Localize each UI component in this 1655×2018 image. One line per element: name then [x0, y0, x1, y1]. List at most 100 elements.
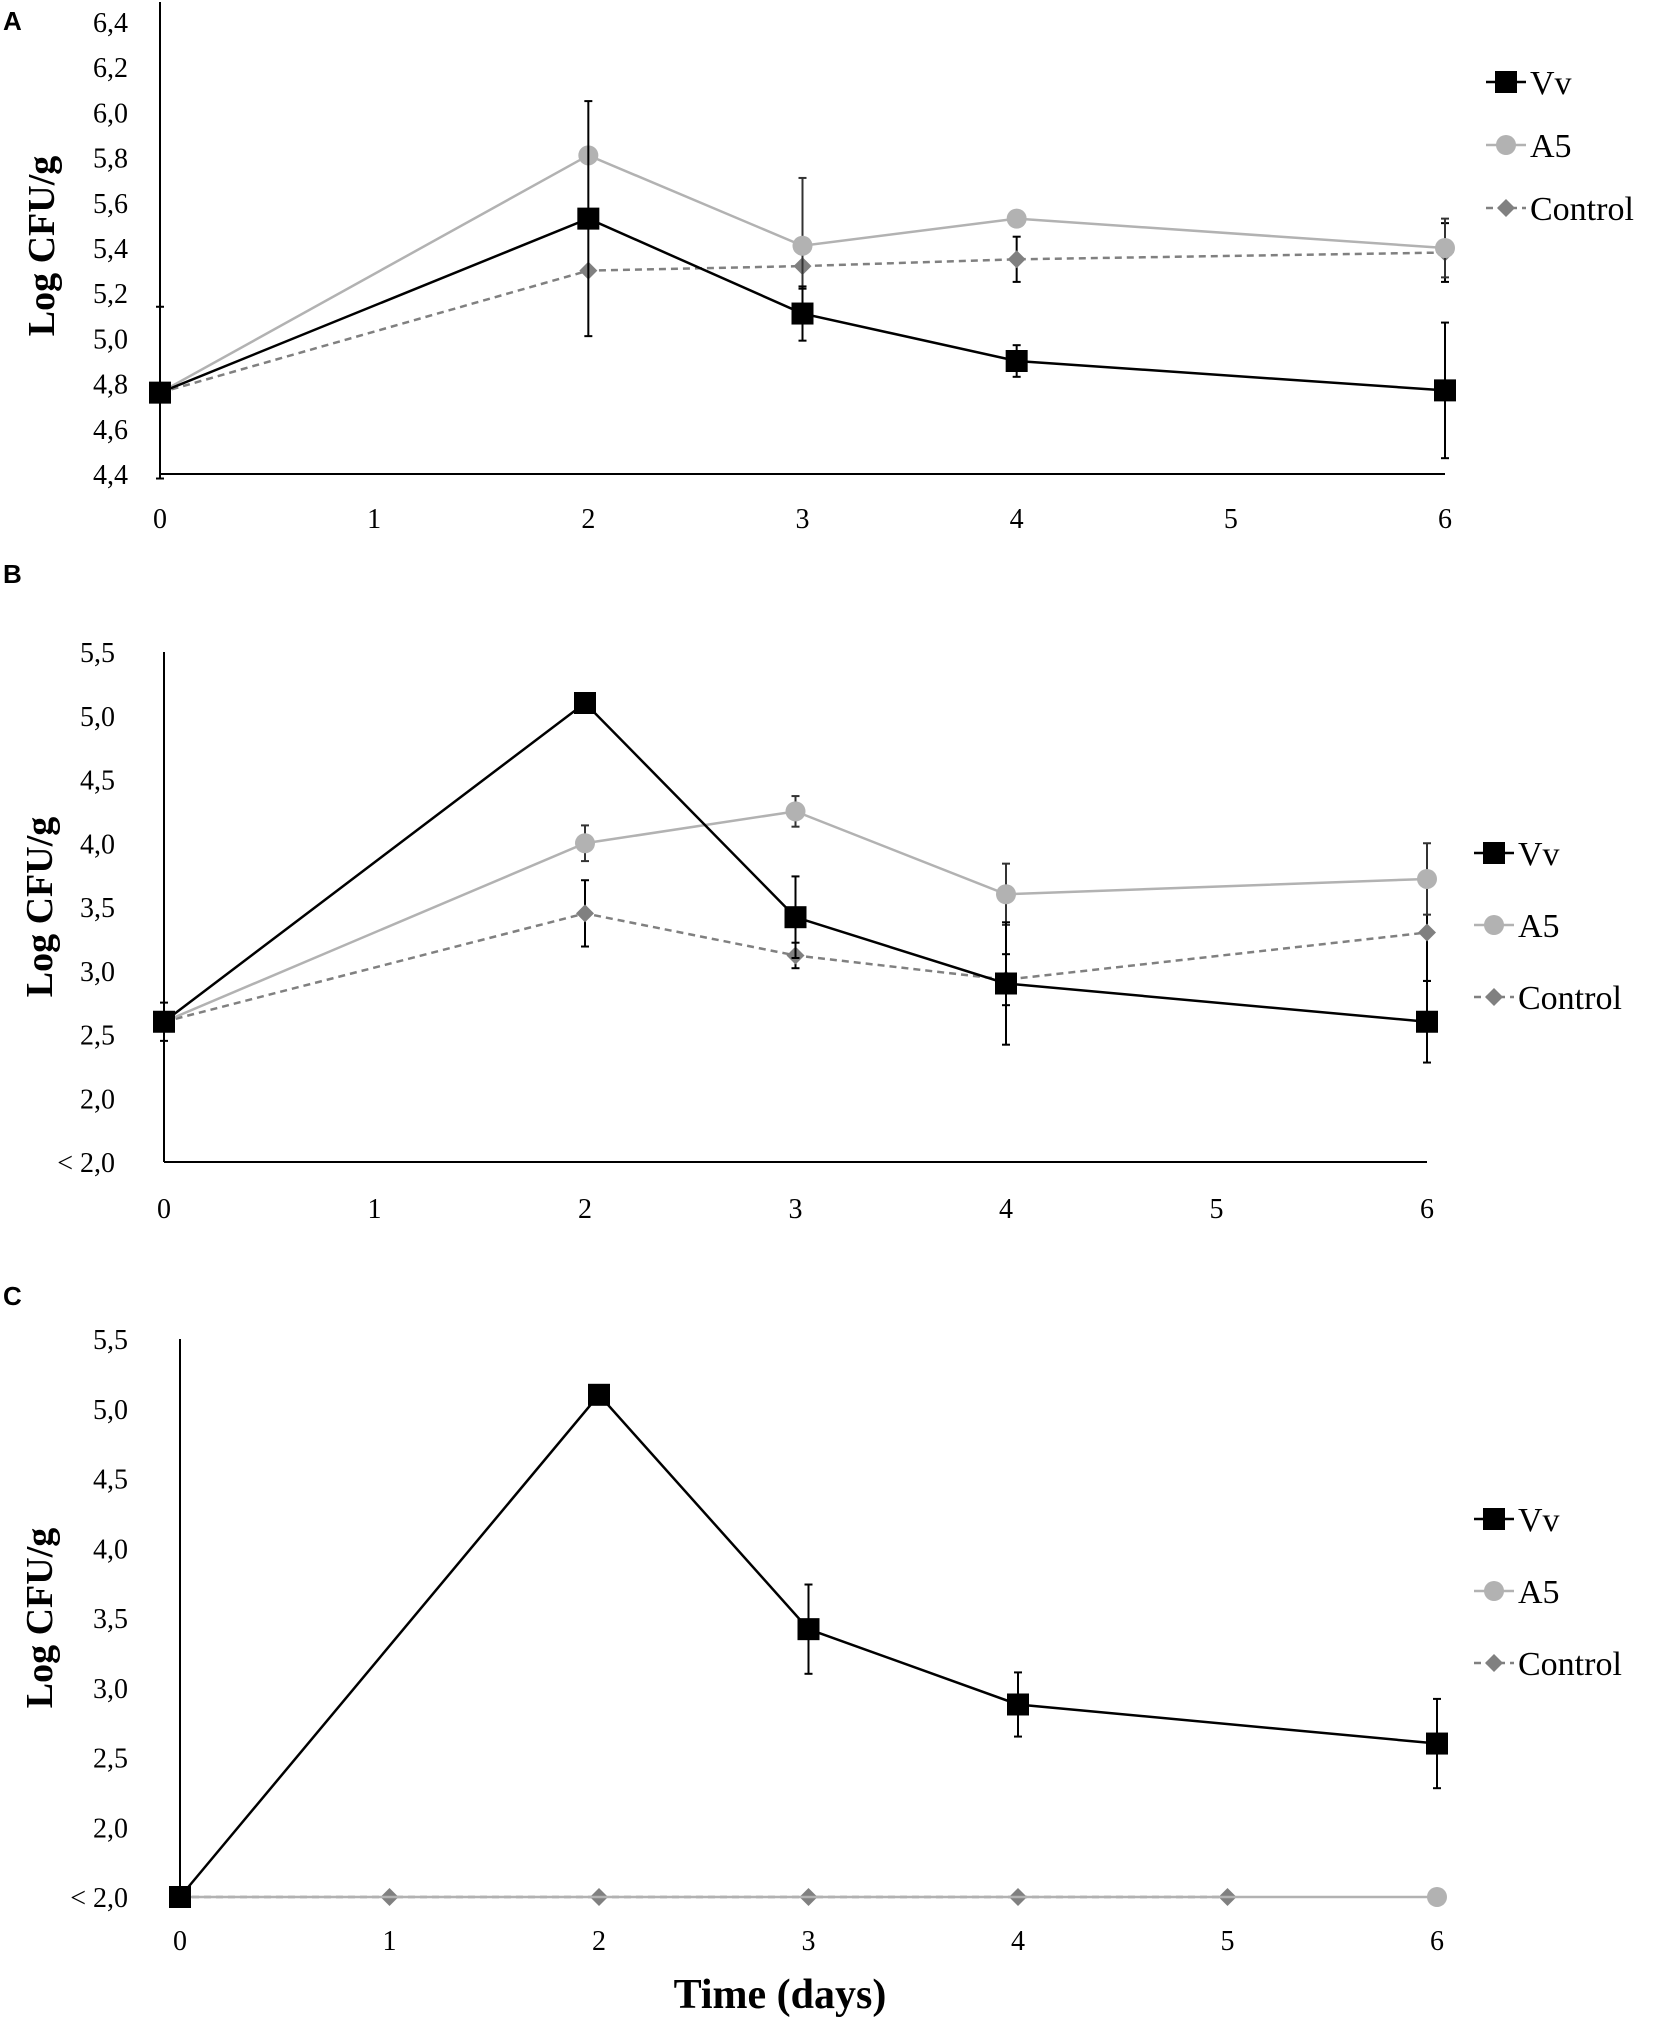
y-tick-label: < 2,0 — [70, 1883, 128, 1914]
point-vv — [1426, 1732, 1448, 1755]
point-vv — [574, 692, 596, 714]
legend-label-control: Control — [1518, 1646, 1622, 1683]
x-tick-label: 2 — [578, 1194, 592, 1225]
legend-label-a5: A5 — [1518, 908, 1560, 945]
legend-label-a5: A5 — [1518, 1574, 1560, 1611]
y-tick-label: 4,6 — [93, 415, 128, 446]
y-tick-label: 5,8 — [93, 144, 128, 175]
panel-a: A 4,4 4,6 4,8 5,0 5,2 5,4 5,6 5,8 6,0 6,2 6,4 0 1 2 3 4 5… — [3, 2, 1634, 535]
point-control — [1007, 250, 1026, 269]
y-tick-label: 6,2 — [93, 53, 128, 84]
panel-c: C < 2,0 2,0 2,5 3,0 3,5 4,0 4,5 5,0 5,5 0 1 2 3 4 5 6 Log… — [3, 1281, 1622, 2018]
y-axis-label: Log CFU/g — [19, 817, 61, 998]
legend-marker-vv — [1483, 842, 1505, 864]
point-vv — [1434, 379, 1456, 402]
point-control — [1418, 923, 1436, 942]
legend-marker-a5 — [1484, 915, 1504, 935]
point-vv — [153, 1010, 175, 1033]
y-tick-label: 5,0 — [80, 702, 115, 733]
point-vv — [1005, 350, 1028, 372]
y-tick-label: 5,0 — [93, 1395, 128, 1426]
y-tick-label: 2,0 — [93, 1813, 128, 1844]
x-tick-label: 5 — [1224, 504, 1238, 535]
y-tick-label: 5,6 — [93, 189, 128, 220]
y-axis-label: Log CFU/g — [19, 1528, 61, 1709]
legend-label-control: Control — [1518, 980, 1622, 1017]
y-tick-label: 5,4 — [93, 234, 128, 265]
x-tick-label: 4 — [999, 1194, 1013, 1225]
point-vv — [784, 906, 807, 929]
x-tick-label: 0 — [157, 1194, 171, 1225]
y-tick-label: 5,2 — [93, 279, 128, 310]
y-tick-label: < 2,0 — [57, 1148, 115, 1179]
legend-label-a5: A5 — [1530, 128, 1572, 165]
point-vv — [797, 1618, 820, 1641]
point-control — [576, 904, 594, 923]
point-a5 — [1006, 208, 1027, 229]
point-vv — [149, 381, 171, 404]
y-tick-label: 2,5 — [93, 1744, 128, 1775]
point-a5 — [1435, 238, 1455, 258]
point-vv — [995, 972, 1017, 995]
y-tick-label: 3,5 — [93, 1604, 128, 1635]
x-tick-label: 6 — [1438, 504, 1452, 535]
series-a5 — [150, 145, 1455, 403]
x-tick-label: 0 — [153, 504, 167, 535]
y-tick-label: 6,0 — [93, 98, 128, 129]
y-tick-label: 3,0 — [80, 957, 115, 988]
legend: Vv A5 Control — [1474, 1502, 1622, 1683]
legend-marker-vv — [1483, 1508, 1505, 1530]
y-tick-label: 4,5 — [80, 766, 115, 797]
y-tick-label: 3,5 — [80, 893, 115, 924]
legend-label-vv: Vv — [1518, 836, 1560, 873]
x-tick-label: 1 — [368, 1194, 382, 1225]
x-tick-label: 4 — [1010, 504, 1024, 535]
series-vv — [149, 100, 1456, 480]
x-tick-label: 3 — [802, 1926, 816, 1957]
legend-marker-a5 — [1496, 135, 1516, 155]
legend-label-vv: Vv — [1518, 1502, 1560, 1539]
x-tick-label: 3 — [796, 504, 810, 535]
legend: Vv A5 Control — [1486, 65, 1634, 228]
point-a5 — [792, 235, 813, 256]
point-a5 — [996, 884, 1016, 905]
x-tick-label: 5 — [1221, 1926, 1235, 1957]
y-tick-label: 4,0 — [93, 1534, 128, 1565]
y-tick-label: 4,4 — [93, 460, 128, 491]
panel-letter: C — [3, 1281, 22, 1311]
legend-marker-control — [1485, 1654, 1503, 1672]
panel-letter: A — [3, 6, 22, 36]
y-tick-label: 2,5 — [80, 1021, 115, 1052]
panel-letter: B — [3, 559, 22, 589]
x-axis-label: Time (days) — [674, 1972, 887, 2018]
x-tick-label: 3 — [789, 1194, 803, 1225]
x-tick-label: 2 — [592, 1926, 606, 1957]
point-a5 — [785, 801, 806, 822]
legend-marker-control — [1485, 988, 1503, 1006]
y-tick-label: 4,5 — [93, 1465, 128, 1496]
x-tick-label: 6 — [1430, 1926, 1444, 1957]
legend-label-vv: Vv — [1530, 65, 1572, 102]
legend-marker-control — [1497, 199, 1515, 217]
y-tick-label: 5,5 — [93, 1325, 128, 1356]
x-tick-label: 0 — [173, 1926, 187, 1957]
series-vv — [169, 1383, 1448, 1908]
y-tick-label: 2,0 — [80, 1084, 115, 1115]
x-tick-label: 1 — [367, 504, 381, 535]
y-tick-label: 5,0 — [93, 324, 128, 355]
point-vv — [1416, 1010, 1438, 1033]
series-vv — [153, 692, 1438, 1064]
y-tick-label: 5,5 — [80, 638, 115, 669]
point-a5 — [1417, 868, 1437, 889]
legend-marker-a5 — [1484, 1581, 1504, 1601]
x-tick-label: 6 — [1420, 1194, 1434, 1225]
point-vv — [577, 207, 600, 230]
point-a5 — [575, 833, 595, 854]
y-tick-label: 4,8 — [93, 370, 128, 401]
legend-marker-vv — [1495, 71, 1517, 93]
y-tick-label: 3,0 — [93, 1674, 128, 1705]
legend: Vv A5 Control — [1474, 836, 1622, 1017]
point-vv — [169, 1886, 191, 1908]
x-tick-label: 1 — [383, 1926, 397, 1957]
